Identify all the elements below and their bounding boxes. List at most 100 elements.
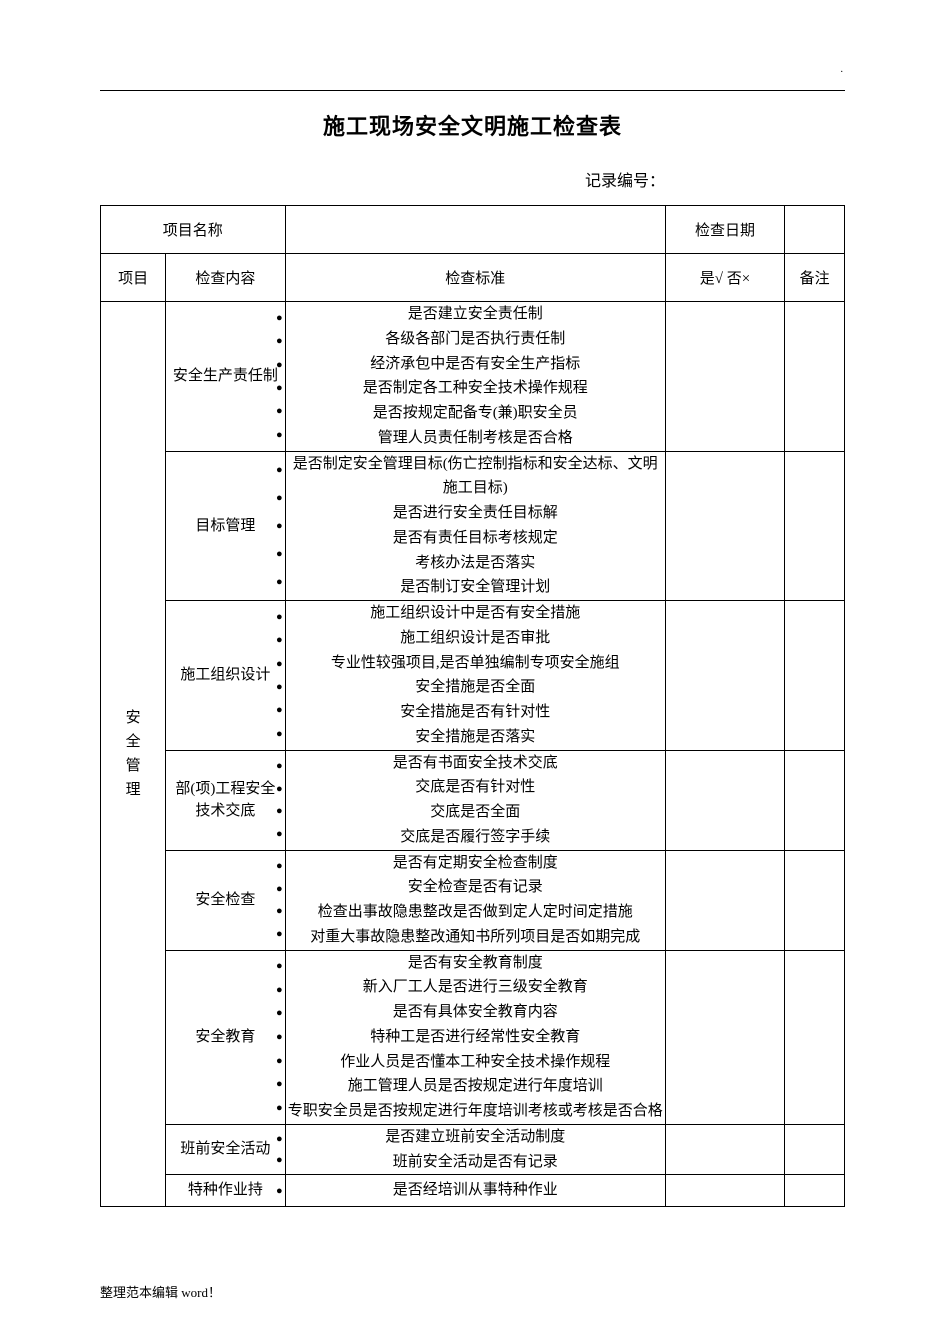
bullet-icon: ●: [276, 860, 283, 872]
item-cell: 部(项)工程安全技术交底●●●●: [166, 750, 285, 850]
standard-line: 新入厂工人是否进行三级安全教育: [286, 975, 665, 1000]
bullet-icon: ●: [276, 883, 283, 895]
item-label: 部(项)工程安全技术交底: [166, 774, 284, 827]
item-label: 安全检查: [166, 885, 284, 916]
note-cell: [785, 1124, 845, 1175]
bullet-icon: ●: [276, 1133, 283, 1145]
bullet-icon: ●: [276, 492, 283, 504]
corner-mark: .: [841, 64, 844, 75]
standard-line: 交底是否全面: [286, 800, 665, 825]
item-label: 班前安全活动: [166, 1134, 284, 1165]
bullet-icon: ●: [276, 1031, 283, 1043]
item-label: 特种作业持: [166, 1175, 284, 1206]
bullet-icon: ●: [276, 429, 283, 441]
table-row: 安全管理安全生产责任制●●●●●●是否建立安全责任制各级各部门是否执行责任制经济…: [101, 302, 845, 452]
standard-line: 经济承包中是否有安全生产指标: [286, 352, 665, 377]
bullet-icon: ●: [276, 681, 283, 693]
standard-line: 是否有定期安全检查制度: [286, 851, 665, 876]
bullet-icon: ●: [276, 382, 283, 394]
bullet-column: ●●●●: [276, 855, 283, 946]
bullet-icon: ●: [276, 1154, 283, 1166]
page-title: 施工现场安全文明施工检查表: [100, 109, 845, 141]
table-row: 安全教育●●●●●●●是否有安全教育制度新入厂工人是否进行三级安全教育是否有具体…: [101, 950, 845, 1124]
project-name-value: [285, 206, 665, 254]
standard-cell: 是否经培训从事特种作业: [285, 1175, 665, 1207]
bullet-icon: ●: [276, 405, 283, 417]
bullet-icon: ●: [276, 828, 283, 840]
standard-cell: 是否建立安全责任制各级各部门是否执行责任制经济承包中是否有安全生产指标是否制定各…: [285, 302, 665, 452]
standard-line: 专职安全员是否按规定进行年度培训考核或考核是否合格: [286, 1099, 665, 1124]
standard-cell: 施工组织设计中是否有安全措施施工组织设计是否审批专业性较强项目,是否单独编制专项…: [285, 601, 665, 751]
bullet-icon: ●: [276, 634, 283, 646]
yesno-cell: [665, 850, 784, 950]
item-cell: 目标管理●●●●●: [166, 451, 285, 601]
item-label: 安全教育: [166, 1022, 284, 1053]
yesno-cell: [665, 1175, 784, 1207]
standard-line: 是否有具体安全教育内容: [286, 1000, 665, 1025]
note-cell: [785, 750, 845, 850]
standard-line: 施工组织设计是否审批: [286, 626, 665, 651]
standard-line: 是否经培训从事特种作业: [286, 1178, 665, 1203]
item-cell: 安全生产责任制●●●●●●: [166, 302, 285, 452]
standard-cell: 是否有安全教育制度新入厂工人是否进行三级安全教育是否有具体安全教育内容特种工是否…: [285, 950, 665, 1124]
standard-line: 是否有责任目标考核规定: [286, 526, 665, 551]
bullet-column: ●●●●●: [276, 456, 283, 597]
standard-line: 施工管理人员是否按规定进行年度培训: [286, 1074, 665, 1099]
bullet-icon: ●: [276, 783, 283, 795]
bullet-icon: ●: [276, 1007, 283, 1019]
standard-line: 是否制定安全管理目标(伤亡控制指标和安全达标、文明施工目标): [286, 452, 665, 502]
standard-line: 检查出事故隐患整改是否做到定人定时间定措施: [286, 900, 665, 925]
bullet-icon: ●: [276, 312, 283, 324]
item-cell: 安全教育●●●●●●●: [166, 950, 285, 1124]
bullet-column: ●●: [276, 1129, 283, 1171]
bullet-icon: ●: [276, 960, 283, 972]
standard-cell: 是否建立班前安全活动制度班前安全活动是否有记录: [285, 1124, 665, 1175]
standard-cell: 是否制定安全管理目标(伤亡控制指标和安全达标、文明施工目标)是否进行安全责任目标…: [285, 451, 665, 601]
standard-line: 是否有安全教育制度: [286, 951, 665, 976]
standard-line: 各级各部门是否执行责任制: [286, 327, 665, 352]
item-cell: 特种作业持●: [166, 1175, 285, 1207]
col-yesno: 是√ 否×: [665, 254, 784, 302]
yesno-cell: [665, 950, 784, 1124]
bullet-icon: ●: [276, 464, 283, 476]
yesno-cell: [665, 601, 784, 751]
standard-line: 是否建立班前安全活动制度: [286, 1125, 665, 1150]
category-label: 安全管理: [101, 706, 165, 802]
bullet-icon: ●: [276, 335, 283, 347]
note-cell: [785, 302, 845, 452]
standard-line: 施工组织设计中是否有安全措施: [286, 601, 665, 626]
table-row: 部(项)工程安全技术交底●●●●是否有书面安全技术交底交底是否有针对性交底是否全…: [101, 750, 845, 850]
note-cell: [785, 451, 845, 601]
standard-line: 安全措施是否全面: [286, 675, 665, 700]
standard-line: 交底是否履行签字手续: [286, 825, 665, 850]
standard-line: 是否建立安全责任制: [286, 302, 665, 327]
item-cell: 施工组织设计●●●●●●: [166, 601, 285, 751]
item-cell: 班前安全活动●●: [166, 1124, 285, 1175]
yesno-cell: [665, 750, 784, 850]
yesno-cell: [665, 451, 784, 601]
bullet-icon: ●: [276, 611, 283, 623]
standard-line: 是否进行安全责任目标解: [286, 501, 665, 526]
item-label: 目标管理: [166, 511, 284, 542]
bullet-column: ●: [276, 1179, 283, 1202]
top-rule: [100, 90, 845, 91]
standard-line: 是否有书面安全技术交底: [286, 751, 665, 776]
col-project: 项目: [101, 254, 166, 302]
bullet-icon: ●: [276, 805, 283, 817]
table-row: 目标管理●●●●●是否制定安全管理目标(伤亡控制指标和安全达标、文明施工目标)是…: [101, 451, 845, 601]
inspection-table: 项目名称 检查日期 项目 检查内容 检查标准 是√ 否× 备注 安全管理安全生产…: [100, 205, 845, 1207]
item-label: 施工组织设计: [166, 660, 284, 691]
bullet-icon: ●: [276, 704, 283, 716]
table-row: 施工组织设计●●●●●●施工组织设计中是否有安全措施施工组织设计是否审批专业性较…: [101, 601, 845, 751]
bullet-icon: ●: [276, 928, 283, 940]
bullet-icon: ●: [276, 1102, 283, 1114]
yesno-cell: [665, 1124, 784, 1175]
table-row: 安全检查●●●●是否有定期安全检查制度安全检查是否有记录检查出事故隐患整改是否做…: [101, 850, 845, 950]
col-item: 检查内容: [166, 254, 285, 302]
bullet-column: ●●●●: [276, 755, 283, 846]
table-row: 班前安全活动●●是否建立班前安全活动制度班前安全活动是否有记录: [101, 1124, 845, 1175]
check-date-value: [785, 206, 845, 254]
page: . 施工现场安全文明施工检查表 记录编号： 项目名称 检查日期 项目 检查内容 …: [0, 0, 945, 1337]
standard-line: 安全措施是否有针对性: [286, 700, 665, 725]
standard-line: 专业性较强项目,是否单独编制专项安全施组: [286, 651, 665, 676]
